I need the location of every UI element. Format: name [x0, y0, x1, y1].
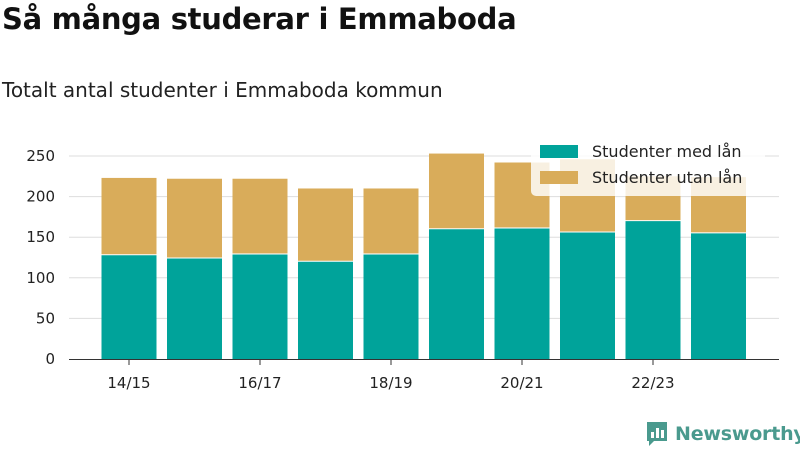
y-axis-ticks: 0 50 100 150 200 250 — [26, 147, 55, 368]
x-tick-label: 18/19 — [369, 374, 412, 392]
bar-segment-without-loan — [363, 188, 419, 254]
x-axis-ticks: 14/15 16/17 18/19 20/21 22/23 — [107, 359, 675, 392]
y-tick-label: 250 — [26, 147, 55, 165]
bar-segment-with-loan — [101, 254, 157, 359]
y-tick-label: 50 — [36, 309, 55, 327]
bar-segment-without-loan — [167, 178, 222, 258]
legend-label: Studenter utan lån — [592, 168, 742, 187]
y-tick-label: 0 — [45, 350, 55, 368]
newsworthy-logo-icon — [647, 422, 667, 446]
bar-segment-with-loan — [429, 228, 484, 359]
bar-segment-without-loan — [232, 178, 288, 254]
bars — [101, 153, 746, 359]
brand-name: Newsworthy — [675, 423, 800, 445]
bar-segment-with-loan — [625, 220, 681, 359]
x-tick-label: 14/15 — [107, 374, 150, 392]
legend-swatch — [540, 145, 578, 158]
chart-subtitle: Totalt antal studenter i Emmaboda kommun — [2, 78, 443, 102]
legend-swatch — [540, 171, 578, 184]
x-tick-label: 22/23 — [631, 374, 674, 392]
newsworthy-logo: Newsworthy — [645, 420, 800, 448]
y-tick-label: 200 — [26, 188, 55, 206]
legend-box — [531, 134, 765, 196]
legend-label: Studenter med lån — [592, 142, 742, 161]
bar-segment-with-loan — [560, 231, 615, 359]
bar-segment-with-loan — [298, 260, 353, 359]
bar-segment-without-loan — [429, 153, 484, 229]
y-tick-label: 150 — [26, 228, 55, 246]
chart-title: Så många studerar i Emmaboda — [2, 2, 517, 36]
bar-segment-with-loan — [494, 227, 550, 359]
y-tick-label: 100 — [26, 269, 55, 287]
legend: Studenter med lån Studenter utan lån — [531, 134, 765, 196]
x-tick-label: 20/21 — [500, 374, 543, 392]
bar-segment-without-loan — [101, 177, 157, 255]
bar-segment-without-loan — [298, 188, 353, 261]
bar-segment-with-loan — [363, 253, 419, 359]
x-tick-label: 16/17 — [238, 374, 281, 392]
bar-segment-with-loan — [232, 253, 288, 359]
bar-segment-with-loan — [167, 257, 222, 359]
bar-segment-with-loan — [691, 232, 746, 359]
stacked-bar-chart: 0 50 100 150 200 250 14/15 16/17 18/19 20/21 22/2… — [26, 134, 779, 392]
